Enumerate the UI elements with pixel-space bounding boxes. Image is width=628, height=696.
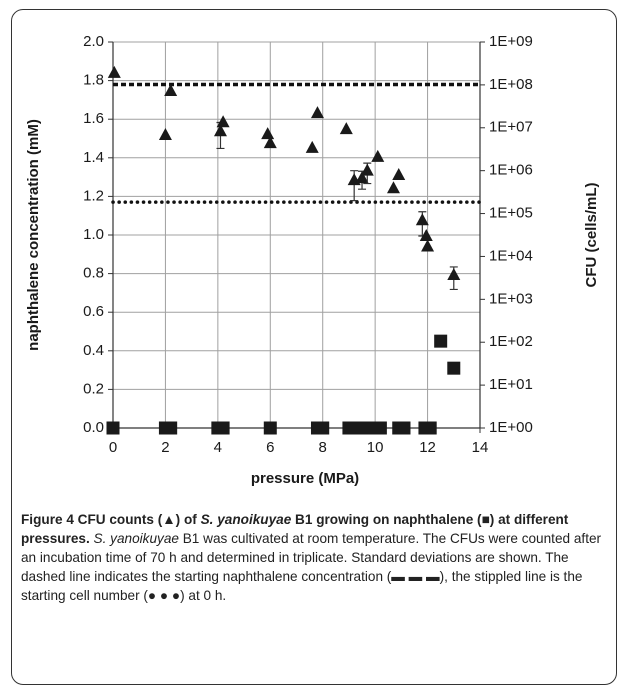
- triangle-marker: [419, 228, 433, 241]
- y-axis-label: naphthalene concentration (mM): [25, 119, 42, 351]
- y2-tick-label: 1E+08: [489, 76, 533, 93]
- square-marker: [164, 421, 178, 435]
- y2-tick-label: 1E+07: [489, 119, 533, 136]
- x-axis-label: pressure (MPa): [251, 470, 359, 487]
- caption-text: S. yanoikuyae: [200, 512, 292, 527]
- square-marker: [373, 421, 387, 435]
- triangle-marker: [158, 127, 172, 140]
- square-marker: [434, 334, 448, 348]
- y2-tick-label: 1E+04: [489, 247, 533, 264]
- square-marker: [423, 421, 437, 435]
- figure-frame: [11, 9, 617, 685]
- y2-tick-label: 1E+00: [489, 419, 533, 436]
- triangle-marker: [305, 140, 319, 153]
- square-marker: [216, 421, 230, 435]
- x-tick-label: 12: [419, 439, 436, 456]
- x-tick-label: 10: [367, 439, 384, 456]
- triangle-marker: [386, 181, 400, 194]
- y2-axis-label: CFU (cells/mL): [583, 182, 600, 287]
- y2-tick-label: 1E+05: [489, 205, 533, 222]
- y-tick-label: 0.8: [83, 265, 104, 282]
- triangle-marker: [371, 149, 385, 162]
- triangle-marker: [415, 213, 429, 226]
- y2-tick-label: 1E+01: [489, 376, 533, 393]
- x-tick-label: 6: [266, 439, 274, 456]
- triangle-marker: [360, 163, 374, 176]
- caption-text: B1 growing on naphthalene (■) at differe…: [21, 512, 569, 546]
- y2-tick-label: 1E+02: [489, 333, 533, 350]
- square-marker: [397, 421, 411, 435]
- triangle-marker: [263, 136, 277, 149]
- y-tick-label: 0.4: [83, 342, 104, 359]
- x-tick-label: 14: [472, 439, 489, 456]
- x-tick-label: 8: [319, 439, 327, 456]
- y-tick-label: 1.2: [83, 187, 104, 204]
- y-tick-label: 0.6: [83, 303, 104, 320]
- square-marker: [447, 361, 461, 375]
- triangle-marker: [339, 122, 353, 135]
- triangle-marker: [310, 106, 324, 119]
- square-marker: [263, 421, 277, 435]
- x-tick-label: 4: [214, 439, 222, 456]
- y2-tick-label: 1E+03: [489, 290, 533, 307]
- y-tick-label: 0.2: [83, 380, 104, 397]
- triangle-marker: [355, 171, 369, 184]
- triangle-marker: [107, 65, 121, 78]
- triangle-marker: [164, 84, 178, 97]
- y-tick-label: 0.0: [83, 419, 104, 436]
- y-tick-label: 1.6: [83, 110, 104, 127]
- figure-caption: Figure 4 CFU counts (▲) of S. yanoikuyae…: [21, 510, 611, 605]
- triangle-marker: [261, 127, 275, 140]
- caption-text: Figure 4 CFU counts (▲) of: [21, 512, 201, 527]
- square-marker: [316, 421, 330, 435]
- y-tick-label: 1.0: [83, 226, 104, 243]
- triangle-marker: [213, 124, 227, 137]
- y2-tick-label: 1E+06: [489, 162, 533, 179]
- y-tick-label: 1.4: [83, 149, 104, 166]
- square-marker: [106, 421, 120, 435]
- chart: pressure (MPa) naphthalene concentration…: [25, 33, 600, 487]
- caption-text: S. yanoikuyae: [93, 531, 179, 546]
- x-tick-label: 2: [161, 439, 169, 456]
- triangle-marker: [447, 267, 461, 280]
- caption-text: B1 was cultivated at room temperature. T…: [21, 531, 602, 603]
- triangle-marker: [421, 239, 435, 252]
- y2-tick-label: 1E+09: [489, 33, 533, 50]
- triangle-marker: [216, 115, 230, 128]
- triangle-marker: [392, 168, 406, 181]
- x-tick-label: 0: [109, 439, 117, 456]
- y-tick-label: 1.8: [83, 72, 104, 89]
- y-tick-label: 2.0: [83, 33, 104, 50]
